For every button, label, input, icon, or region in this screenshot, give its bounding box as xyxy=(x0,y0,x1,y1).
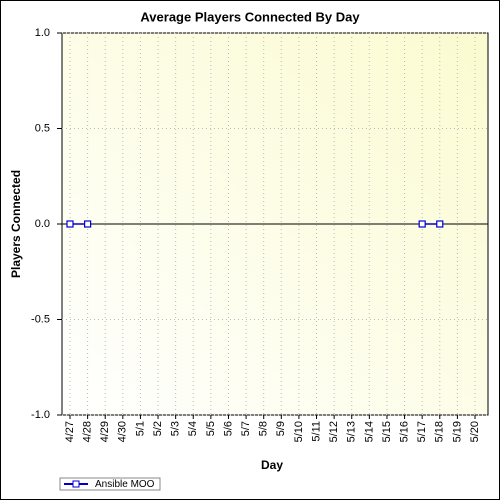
x-tick-label: 4/30 xyxy=(117,421,129,442)
y-tick-label: -1.0 xyxy=(31,409,50,421)
x-tick-label: 5/5 xyxy=(205,421,217,436)
y-tick-label: -0.5 xyxy=(31,313,50,325)
x-tick-label: 4/27 xyxy=(64,421,76,442)
x-tick-label: 5/8 xyxy=(258,421,270,436)
x-tick-label: 5/7 xyxy=(240,421,252,436)
x-tick-label: 5/20 xyxy=(469,421,481,442)
x-tick-label: 5/1 xyxy=(134,421,146,436)
x-tick-label: 5/3 xyxy=(170,421,182,436)
x-tick-label: 5/15 xyxy=(381,421,393,442)
x-tick-label: 5/13 xyxy=(346,421,358,442)
x-tick-label: 5/17 xyxy=(416,421,428,442)
y-tick-label: 0.5 xyxy=(35,122,50,134)
x-tick-label: 4/29 xyxy=(99,421,111,442)
x-tick-label: 5/6 xyxy=(222,421,234,436)
legend-label: Ansible MOO xyxy=(95,479,155,490)
x-tick-label: 5/12 xyxy=(328,421,340,442)
x-tick-label: 4/28 xyxy=(82,421,94,442)
x-axis-title: Day xyxy=(261,458,283,472)
point-marker xyxy=(418,220,426,228)
legend-box xyxy=(59,477,161,491)
x-tick-label: 5/9 xyxy=(275,421,287,436)
point-marker xyxy=(436,220,444,228)
x-tick-label: 5/16 xyxy=(398,421,410,442)
point-marker xyxy=(84,220,92,228)
x-tick-label: 5/2 xyxy=(152,421,164,436)
x-tick-label: 5/14 xyxy=(363,421,375,442)
point-marker xyxy=(66,220,74,228)
y-tick-label: 0.0 xyxy=(35,218,50,230)
x-tick-label: 5/4 xyxy=(187,421,199,436)
x-tick-label: 5/19 xyxy=(451,421,463,442)
chart-title: Average Players Connected By Day xyxy=(140,9,360,24)
legend-marker xyxy=(72,480,80,488)
y-tick-label: 1.0 xyxy=(35,27,50,39)
x-tick-label: 5/11 xyxy=(310,421,322,442)
x-tick-label: 5/18 xyxy=(434,421,446,442)
y-axis-title: Players Connected xyxy=(9,170,23,278)
x-tick-label: 5/10 xyxy=(293,421,305,442)
